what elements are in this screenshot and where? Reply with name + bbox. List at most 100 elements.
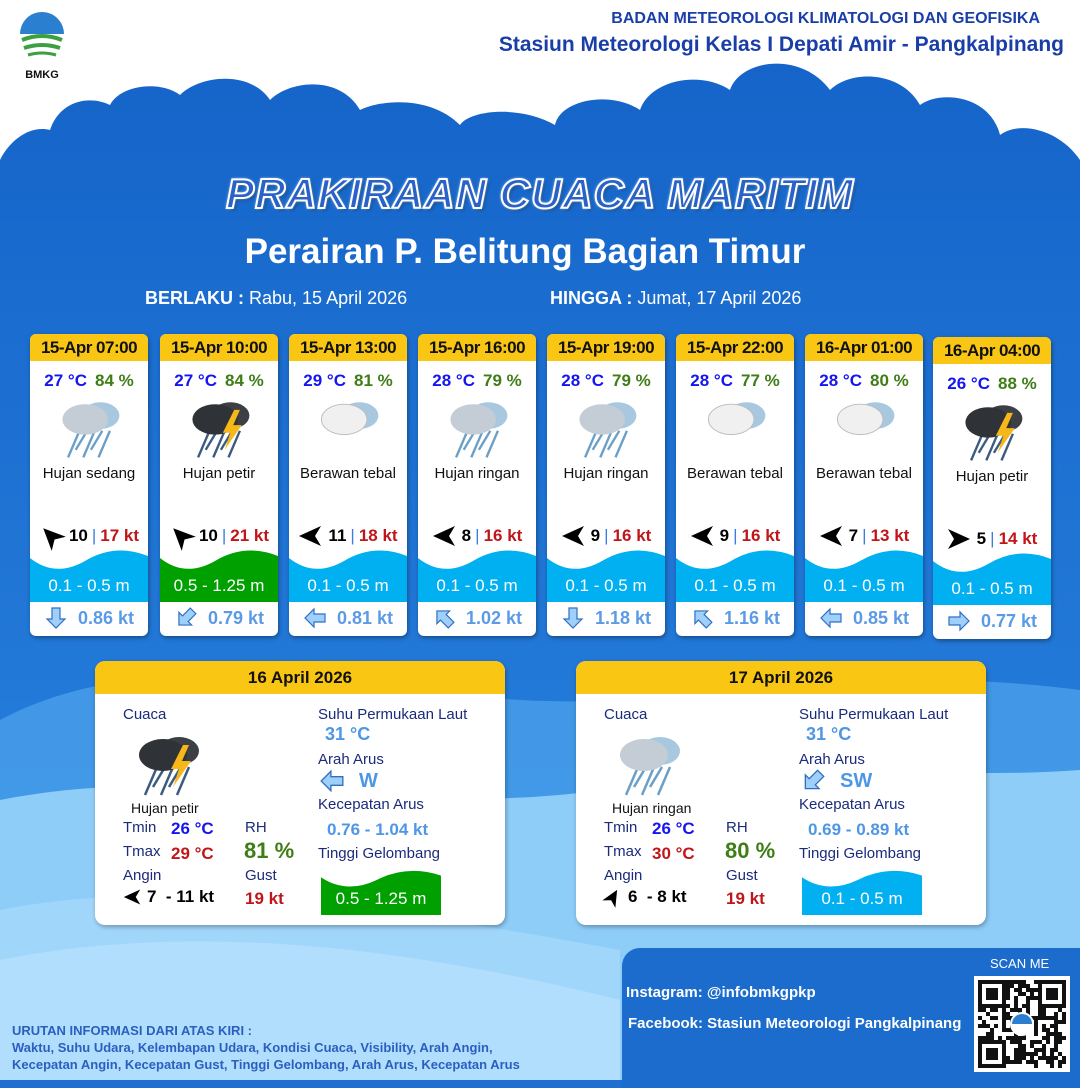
wind-direction-icon xyxy=(690,526,713,546)
wave-height: 0.1 - 0.5 m xyxy=(821,889,903,908)
wind-speed: 5 xyxy=(976,529,987,548)
wind-direction-icon xyxy=(123,889,141,905)
humidity: 84 % xyxy=(94,371,134,390)
overcast-icon xyxy=(836,402,895,436)
tmin-value: 26 °C xyxy=(652,819,695,838)
qr-code[interactable] xyxy=(974,976,1070,1072)
current-speed: 1.02 kt xyxy=(465,607,523,628)
current-direction-label: Arah Arus xyxy=(799,751,865,768)
wave-height: 0.1 - 0.5 m xyxy=(48,576,130,595)
wave-height-bar xyxy=(805,550,923,602)
wave-height: 0.1 - 0.5 m xyxy=(436,576,518,595)
humidity: 80 % xyxy=(869,371,909,390)
air-temperature: 28 °C xyxy=(819,371,862,390)
wind-direction-icon xyxy=(819,526,842,546)
wave-height-bar xyxy=(321,870,441,915)
forecast-card: 15-Apr 13:00 29 °C 81 % Berawan tebal 11 |… xyxy=(289,334,407,636)
sst-label: Suhu Permukaan Laut xyxy=(318,706,468,723)
wave-height: 0.1 - 0.5 m xyxy=(694,576,776,595)
humidity: 88 % xyxy=(997,374,1037,393)
forecast-card: 15-Apr 10:00 27 °C 84 % Hujan petir 10 | 21… xyxy=(160,334,278,636)
overcast-icon xyxy=(707,402,766,436)
wave-label: Tinggi Gelombang xyxy=(318,845,441,862)
current-direction-icon xyxy=(320,769,344,793)
daily-date: 16 April 2026 xyxy=(95,661,505,694)
footer-heading: URUTAN INFORMASI DARI ATAS KIRI : xyxy=(12,1023,252,1038)
facebook-link[interactable]: Facebook: Stasiun Meteorologi Pangkalpin… xyxy=(628,1015,962,1032)
current-direction-icon xyxy=(804,769,825,790)
wind-direction-icon xyxy=(561,526,584,546)
tmax-label: Tmax xyxy=(123,843,161,860)
gust-speed: 13 kt xyxy=(870,526,910,545)
daily-date: 17 April 2026 xyxy=(576,661,986,694)
valid-to: HINGGA : Jumat, 17 April 2026 xyxy=(550,288,801,309)
gust-speed: 17 kt xyxy=(100,526,140,545)
weather-condition: Berawan tebal xyxy=(300,465,396,482)
current-speed: 0.81 kt xyxy=(336,607,394,628)
air-temperature: 29 °C xyxy=(303,371,346,390)
current-direction-icon xyxy=(178,607,197,626)
thunderstorm-icon xyxy=(965,405,1023,461)
station-name: Stasiun Meteorologi Kelas I Depati Amir … xyxy=(498,33,1064,56)
tmax-value: 30 °C xyxy=(652,844,695,863)
thunderstorm-icon xyxy=(192,402,250,458)
weather-condition: Hujan petir xyxy=(955,468,1029,485)
wave-height: 0.5 - 1.25 m xyxy=(335,889,427,908)
gust-label: Gust xyxy=(726,867,758,884)
current-speed-label: Kecepatan Arus xyxy=(318,796,424,813)
valid-from-date: Rabu, 15 April 2026 xyxy=(249,288,408,308)
forecast-card: 15-Apr 22:00 28 °C 77 % Berawan tebal 9 | 1… xyxy=(676,334,794,636)
instagram-link[interactable]: Instagram: @infobmkgpkp xyxy=(626,984,816,1001)
wind-speed: 10 xyxy=(198,526,218,545)
wind-label: Angin xyxy=(604,867,643,884)
wave-height: 0.5 - 1.25 m xyxy=(173,576,265,595)
forecast-card: 16-Apr 01:00 28 °C 80 % Berawan tebal 7 | 1… xyxy=(805,334,923,636)
logo-text: BMKG xyxy=(25,69,59,81)
wind-direction-icon xyxy=(299,526,322,546)
current-speed-label: Kecepatan Arus xyxy=(799,796,905,813)
gust-value: 19 kt xyxy=(726,889,765,908)
wave-height-bar xyxy=(933,553,1051,605)
humidity: 77 % xyxy=(740,371,780,390)
light-rain-icon xyxy=(450,402,508,458)
light-rain-icon xyxy=(620,737,680,796)
weather-condition: Hujan sedang xyxy=(42,465,136,482)
current-direction-icon xyxy=(45,607,67,629)
gust-speed: 16 kt xyxy=(483,526,523,545)
current-direction-value: SW xyxy=(840,769,873,792)
footer-line-1: Waktu, Suhu Udara, Kelembapan Udara, Kon… xyxy=(12,1040,493,1055)
weather-label: Cuaca xyxy=(123,706,167,723)
rh-label: RH xyxy=(245,819,267,836)
weather-condition: Berawan tebal xyxy=(687,465,783,482)
wave-height: 0.1 - 0.5 m xyxy=(307,576,389,595)
weather-condition: Hujan petir xyxy=(182,465,256,482)
humidity: 84 % xyxy=(224,371,264,390)
tmin-label: Tmin xyxy=(604,819,638,836)
thunderstorm-icon xyxy=(139,737,199,796)
footer-line-2: Kecepatan Angin, Kecepatan Gust, Tinggi … xyxy=(12,1057,520,1072)
wind-speed: 7 xyxy=(848,526,859,545)
current-speed-value: 0.69 - 0.89 kt xyxy=(808,820,910,839)
page-title: PRAKIRAAN CUACA MARITIM xyxy=(225,169,855,218)
wave-height-bar xyxy=(30,550,148,602)
sst-value: 31 °C xyxy=(806,724,852,744)
social-panel: Instagram: @infobmkgpkp Facebook: Stasiu… xyxy=(622,948,1080,1088)
current-speed: 0.85 kt xyxy=(852,607,910,628)
wind-speed: 11 xyxy=(328,526,347,545)
wind-speed: 7 - 11 kt xyxy=(147,887,215,906)
forecast-time: 15-Apr 16:00 xyxy=(418,334,536,361)
current-speed: 1.18 kt xyxy=(594,607,652,628)
gust-value: 19 kt xyxy=(245,889,284,908)
footer-legend: URUTAN INFORMASI DARI ATAS KIRI : Waktu,… xyxy=(12,1022,520,1073)
wind-speed: 8 xyxy=(461,526,472,545)
organization-name: BADAN METEOROLOGI KLIMATOLOGI DAN GEOFIS… xyxy=(611,10,1040,27)
forecast-time: 15-Apr 22:00 xyxy=(676,334,794,361)
rh-value: 80 % xyxy=(725,838,776,863)
current-direction-icon xyxy=(562,607,584,629)
gust-speed: 18 kt xyxy=(358,526,398,545)
current-speed: 0.86 kt xyxy=(77,607,135,628)
wind-label: Angin xyxy=(123,867,162,884)
gust-label: Gust xyxy=(245,867,277,884)
air-temperature: 28 °C xyxy=(690,371,733,390)
gust-speed: 21 kt xyxy=(230,526,270,545)
